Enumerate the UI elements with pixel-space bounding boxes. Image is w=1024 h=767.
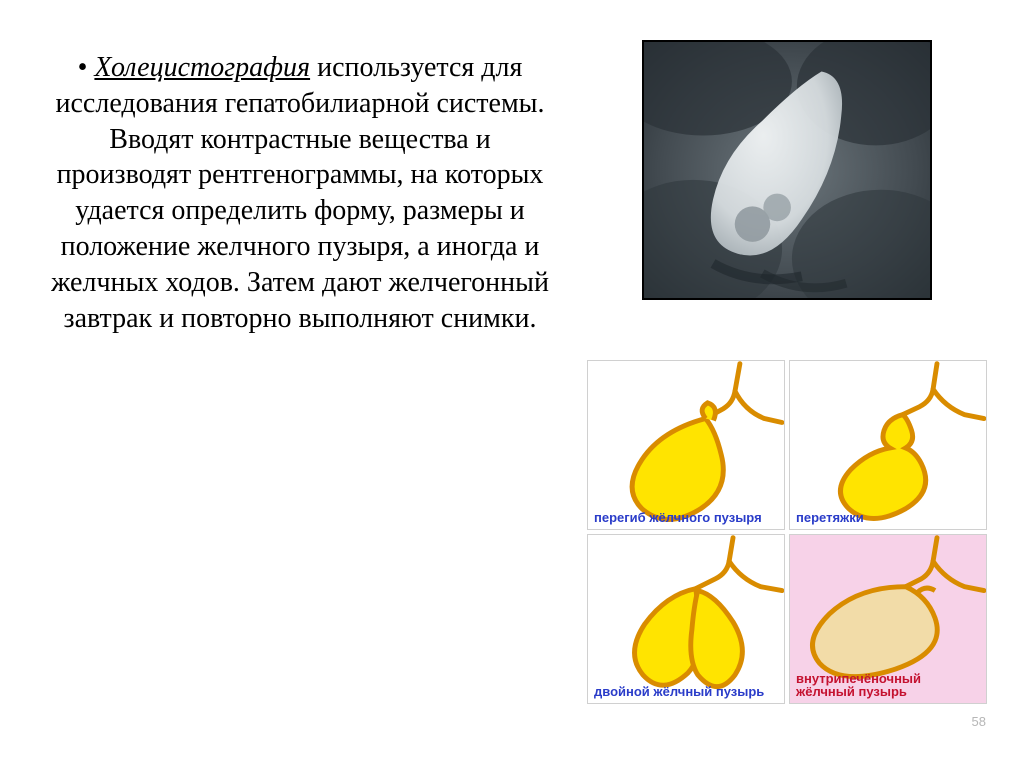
bullet-marker: [78, 52, 95, 83]
diagram-caption: перегиб жёлчного пузыря: [594, 510, 762, 525]
diagram-grid: перегиб жёлчного пузыря перетяжки: [587, 360, 987, 704]
body-text: используется для исследования гепатобили…: [51, 52, 549, 334]
slide: Холецистография используется для исследо…: [0, 0, 1024, 767]
diagram-cell-vnutripech: внутрипечёночный жёлчный пузырь: [789, 534, 987, 704]
diagram-cell-peretyazhki: перетяжки: [789, 360, 987, 530]
page-number: 58: [972, 714, 986, 729]
diagram-cell-dvoynoy: двойной жёлчный пузырь: [587, 534, 785, 704]
diagram-caption: внутрипечёночный жёлчный пузырь: [796, 672, 921, 699]
diagram-caption: двойной жёлчный пузырь: [594, 684, 764, 699]
xray-image: [642, 40, 932, 300]
text-column: Холецистография используется для исследо…: [40, 40, 580, 737]
lead-term: Холецистография: [94, 52, 310, 83]
body-paragraph: Холецистография используется для исследо…: [40, 50, 560, 337]
diagram-caption: перетяжки: [796, 510, 864, 525]
diagram-cell-peregib: перегиб жёлчного пузыря: [587, 360, 785, 530]
image-column: перегиб жёлчного пузыря перетяжки: [580, 40, 994, 737]
